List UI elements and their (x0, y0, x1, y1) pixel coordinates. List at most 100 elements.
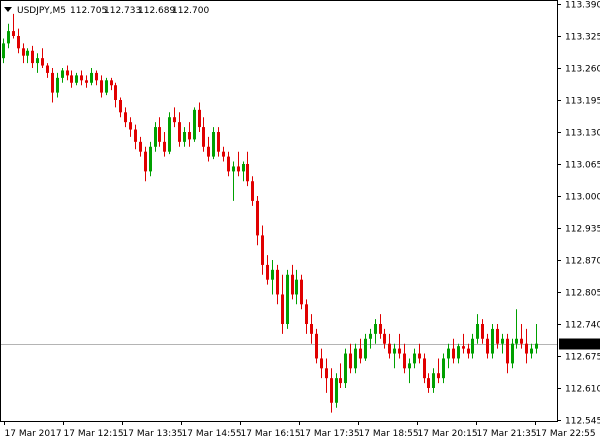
bearish-candle-body (100, 80, 103, 93)
bearish-candle-body (467, 348, 470, 354)
bullish-candle-body (369, 333, 372, 339)
y-tick-label: 112.870 (565, 257, 600, 267)
close-price: 112.700 (172, 6, 209, 16)
bearish-candle-body (315, 333, 318, 359)
bearish-candle-body (261, 235, 264, 265)
bearish-candle-body (379, 324, 382, 334)
x-tick-label: 17 Mar 13:35 (123, 429, 183, 439)
bullish-candle-body (232, 166, 235, 172)
bullish-candle-body (432, 373, 435, 388)
bullish-candle-body (286, 274, 289, 324)
x-tick-label: 17 Mar 12:15 (64, 429, 124, 439)
bearish-candle-body (349, 353, 352, 369)
price-axis[interactable]: 113.390 113.325 113.260 113.195 113.130 113.0… (557, 1, 600, 427)
x-tick-label: 17 Mar 16:15 (241, 429, 301, 439)
bullish-candle-body (374, 324, 377, 334)
open-price: 112.705 (70, 6, 107, 16)
bearish-candle-body (31, 50, 34, 64)
bearish-candle-body (496, 328, 499, 344)
bearish-candle-body (227, 156, 230, 172)
bearish-candle-body (266, 264, 269, 280)
bullish-candle-body (511, 343, 514, 364)
bullish-candle-body (212, 132, 215, 157)
bearish-candle-body (129, 122, 132, 130)
bullish-candle-body (271, 269, 274, 280)
bullish-candle-body (7, 31, 10, 44)
bullish-candle-body (530, 348, 533, 354)
bearish-candle-body (22, 48, 25, 56)
x-tick-label: 17 Mar 22:55 (536, 429, 596, 439)
y-tick-label: 113.325 (565, 33, 600, 43)
y-tick-label: 113.130 (565, 129, 600, 139)
bearish-candle-body (310, 324, 313, 334)
bearish-candle-body (70, 75, 73, 83)
bearish-candle-body (246, 164, 249, 182)
bearish-candle-body (251, 181, 254, 201)
bullish-candle-body (491, 328, 494, 354)
bearish-candle-body (124, 112, 127, 123)
bearish-candle-body (462, 346, 465, 349)
bearish-candle-body (80, 75, 83, 81)
bullish-candle-body (26, 50, 29, 56)
y-tick-label: 112.610 (565, 385, 600, 395)
y-tick-label: 112.805 (565, 289, 600, 299)
bearish-candle-body (139, 141, 142, 152)
y-tick-label: 112.740 (565, 321, 600, 331)
bearish-candle-body (158, 127, 161, 142)
bearish-candle-body (207, 146, 210, 157)
bearish-candle-body (163, 141, 166, 152)
y-tick-label: 112.545 (565, 417, 600, 427)
y-tick-label: 113.390 (565, 1, 600, 11)
bearish-candle-body (427, 378, 430, 388)
bearish-candle-body (418, 353, 421, 359)
bullish-candle-body (413, 353, 416, 364)
symbol-label: USDJPY,M5 (17, 6, 66, 16)
bullish-candle-body (354, 348, 357, 369)
bullish-candle-body (535, 343, 538, 349)
bullish-candle-body (75, 75, 78, 83)
bearish-candle-body (281, 294, 284, 324)
plot-frame (0, 0, 558, 422)
bullish-candle-body (105, 80, 108, 93)
x-tick-label: 17 Mar 17:35 (300, 429, 360, 439)
candles-group (2, 13, 538, 413)
bearish-candle-body (134, 129, 137, 142)
bearish-candle-body (330, 378, 333, 403)
bullish-candle-body (295, 279, 298, 295)
bearish-candle-body (41, 58, 44, 66)
bearish-candle-body (325, 368, 328, 379)
x-tick-label: 17 Mar 14:55 (182, 429, 242, 439)
bearish-candle-body (423, 358, 426, 379)
high-price: 112.733 (104, 6, 141, 16)
bearish-candle-body (17, 36, 20, 49)
bearish-candle-body (452, 348, 455, 359)
bearish-candle-body (481, 324, 484, 339)
bearish-candle-body (300, 279, 303, 305)
bullish-candle-body (457, 346, 460, 359)
bullish-candle-body (408, 363, 411, 369)
bearish-candle-body (202, 127, 205, 147)
bearish-candle-body (110, 80, 113, 86)
bullish-candle-body (364, 338, 367, 359)
bearish-candle-body (339, 378, 342, 384)
bearish-candle-body (276, 269, 279, 295)
low-price: 112.689 (138, 6, 175, 16)
current-price-tag-bg (559, 338, 600, 350)
bullish-candle-body (154, 127, 157, 147)
bearish-candle-body (237, 166, 240, 172)
bullish-candle-body (90, 72, 93, 83)
bullish-candle-body (515, 338, 518, 344)
bullish-candle-body (447, 348, 450, 359)
bearish-candle-body (188, 132, 191, 140)
bearish-candle-body (66, 70, 69, 76)
bullish-candle-body (393, 348, 396, 354)
bullish-candle-body (476, 324, 479, 339)
y-tick-label: 113.065 (565, 161, 600, 171)
bullish-candle-body (344, 353, 347, 384)
bearish-candle-body (222, 151, 225, 157)
dropdown-triangle-icon[interactable] (4, 7, 12, 12)
bullish-candle-body (149, 146, 152, 172)
